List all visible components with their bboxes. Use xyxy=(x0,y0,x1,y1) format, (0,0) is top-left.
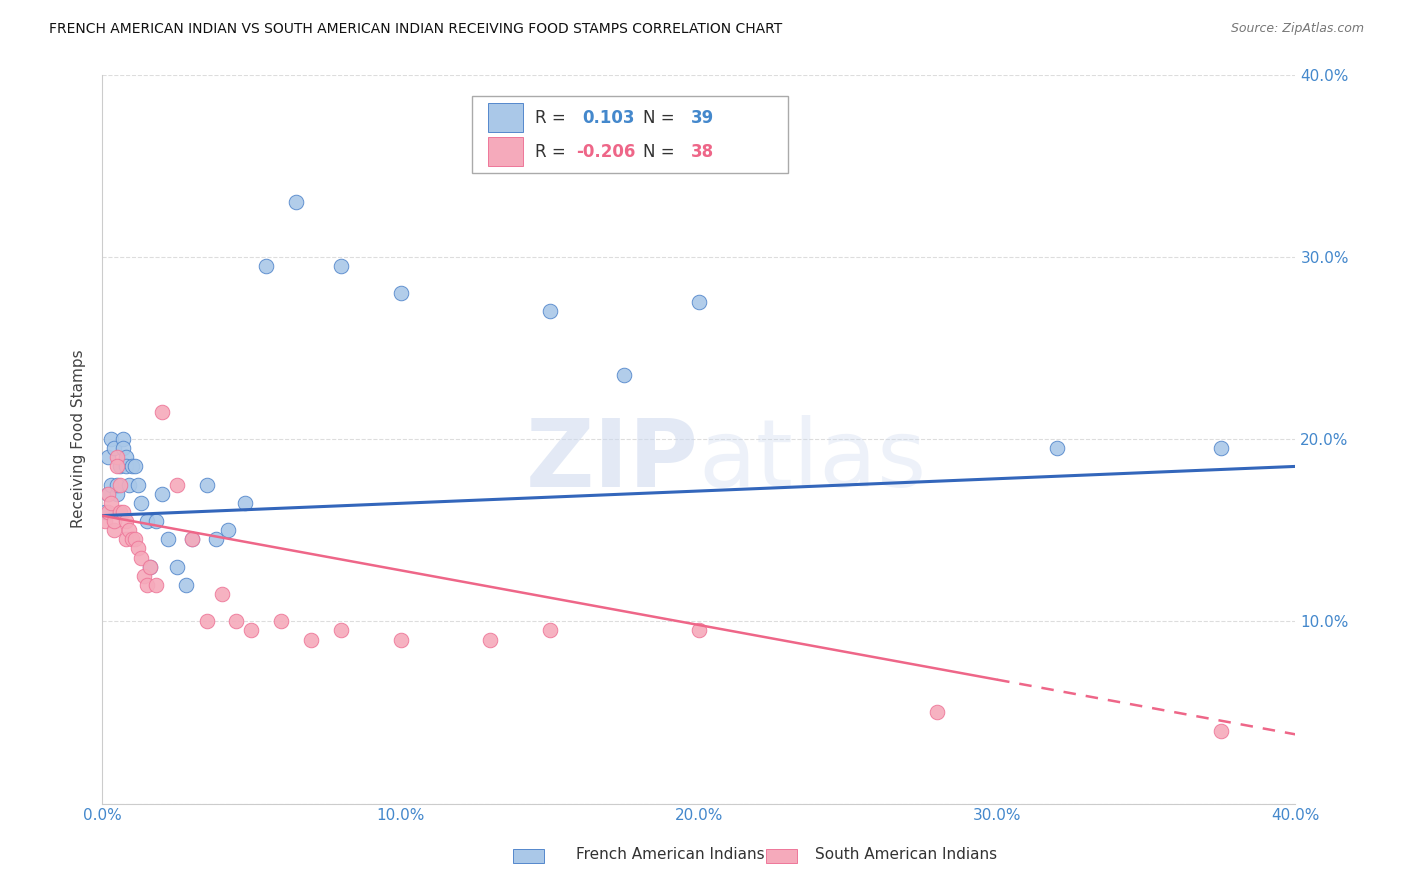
Point xyxy=(927,706,949,720)
Text: 0.103: 0.103 xyxy=(582,109,634,127)
Point xyxy=(240,624,263,638)
Y-axis label: Receiving Food Stamps: Receiving Food Stamps xyxy=(72,350,86,528)
Point xyxy=(108,459,131,474)
Point xyxy=(180,533,202,547)
Point xyxy=(105,459,128,474)
Point xyxy=(217,523,239,537)
Point xyxy=(118,477,141,491)
Point xyxy=(108,505,131,519)
Point xyxy=(127,541,149,556)
Point xyxy=(145,514,167,528)
Point xyxy=(270,615,292,629)
Point xyxy=(112,505,135,519)
Point xyxy=(97,487,120,501)
Point xyxy=(479,632,502,647)
Point xyxy=(1046,441,1069,455)
Point xyxy=(389,286,412,301)
FancyBboxPatch shape xyxy=(472,96,789,173)
Point xyxy=(103,514,125,528)
Point xyxy=(166,559,188,574)
Point xyxy=(235,496,257,510)
Point xyxy=(118,523,141,537)
Point xyxy=(115,514,138,528)
Point xyxy=(94,505,117,519)
Point xyxy=(121,459,143,474)
Text: FRENCH AMERICAN INDIAN VS SOUTH AMERICAN INDIAN RECEIVING FOOD STAMPS CORRELATIO: FRENCH AMERICAN INDIAN VS SOUTH AMERICAN… xyxy=(49,22,783,37)
Point xyxy=(688,624,710,638)
Point xyxy=(115,533,138,547)
Point xyxy=(108,477,131,491)
Point xyxy=(103,523,125,537)
Text: R =: R = xyxy=(536,109,571,127)
Point xyxy=(145,578,167,592)
Text: -0.206: -0.206 xyxy=(576,143,636,161)
Point xyxy=(100,432,122,446)
Point xyxy=(613,368,636,383)
Text: 38: 38 xyxy=(690,143,714,161)
Point xyxy=(105,487,128,501)
Point xyxy=(132,568,155,582)
Point xyxy=(174,578,197,592)
Point xyxy=(115,450,138,465)
Point xyxy=(150,487,173,501)
FancyBboxPatch shape xyxy=(488,103,523,132)
Point xyxy=(1209,441,1232,455)
Point xyxy=(204,533,226,547)
Point xyxy=(285,195,308,210)
Point xyxy=(139,559,162,574)
Point xyxy=(100,477,122,491)
Point xyxy=(103,441,125,455)
Text: R =: R = xyxy=(536,143,571,161)
Point xyxy=(105,450,128,465)
Point xyxy=(180,533,202,547)
Point xyxy=(299,632,322,647)
Point xyxy=(121,533,143,547)
Point xyxy=(136,578,159,592)
Text: atlas: atlas xyxy=(699,415,927,507)
Text: N =: N = xyxy=(643,143,679,161)
Point xyxy=(97,487,120,501)
Point xyxy=(150,405,173,419)
Point xyxy=(195,477,218,491)
Text: ZIP: ZIP xyxy=(526,415,699,507)
Point xyxy=(127,477,149,491)
Point xyxy=(538,304,561,318)
Point xyxy=(156,533,179,547)
Point xyxy=(129,496,152,510)
Point xyxy=(166,477,188,491)
Point xyxy=(329,624,352,638)
Point xyxy=(97,450,120,465)
Point xyxy=(94,514,117,528)
Point xyxy=(124,459,146,474)
Point xyxy=(329,259,352,273)
Point xyxy=(254,259,277,273)
Point xyxy=(124,533,146,547)
Point xyxy=(225,615,247,629)
Text: Source: ZipAtlas.com: Source: ZipAtlas.com xyxy=(1230,22,1364,36)
Point xyxy=(112,432,135,446)
Point xyxy=(195,615,218,629)
Point xyxy=(688,295,710,310)
Point xyxy=(389,632,412,647)
Point xyxy=(105,477,128,491)
Point xyxy=(139,559,162,574)
Point xyxy=(129,550,152,565)
Point xyxy=(97,505,120,519)
FancyBboxPatch shape xyxy=(488,137,523,166)
Point xyxy=(538,624,561,638)
Text: French American Indians: French American Indians xyxy=(576,847,765,862)
Text: South American Indians: South American Indians xyxy=(815,847,998,862)
Point xyxy=(136,514,159,528)
Text: 39: 39 xyxy=(690,109,714,127)
Point xyxy=(211,587,233,601)
Text: N =: N = xyxy=(643,109,679,127)
Point xyxy=(1209,723,1232,738)
Point xyxy=(115,459,138,474)
Point xyxy=(112,441,135,455)
Point xyxy=(100,496,122,510)
